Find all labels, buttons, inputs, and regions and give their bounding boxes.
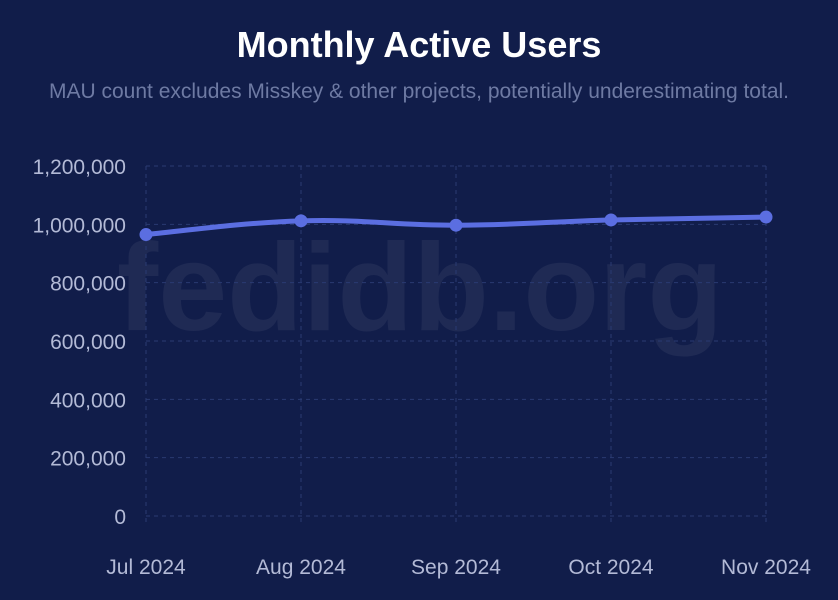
y-axis: 0 200,000 400,000 600,000 800,000 1,000,000 1,… [33,156,126,529]
chart-subtitle: MAU count excludes Misskey & other proje… [48,80,789,103]
data-point[interactable] [449,218,463,232]
y-tick-label: 800,000 [50,273,126,296]
data-point[interactable] [294,214,308,228]
series-layer [139,210,773,242]
x-axis: Jul 2024 Aug 2024 Sep 2024 Oct 2024 Nov 2024 [106,556,811,579]
data-point[interactable] [139,228,153,242]
y-tick-label: 600,000 [50,331,126,354]
y-tick-label: 200,000 [50,448,126,471]
data-point[interactable] [759,210,773,224]
y-tick-label: 0 [114,506,126,529]
y-tick-label: 1,200,000 [33,156,126,179]
x-tick-label: Sep 2024 [411,556,501,579]
x-tick-label: Jul 2024 [106,556,186,579]
x-tick-label: Aug 2024 [256,556,346,579]
y-tick-label: 400,000 [50,389,126,412]
data-point[interactable] [604,213,618,227]
watermark: fedidb.org [117,219,723,357]
x-tick-label: Oct 2024 [568,556,654,579]
chart-title: Monthly Active Users [236,24,602,65]
y-tick-label: 1,000,000 [33,214,126,237]
x-tick-label: Nov 2024 [721,556,811,579]
